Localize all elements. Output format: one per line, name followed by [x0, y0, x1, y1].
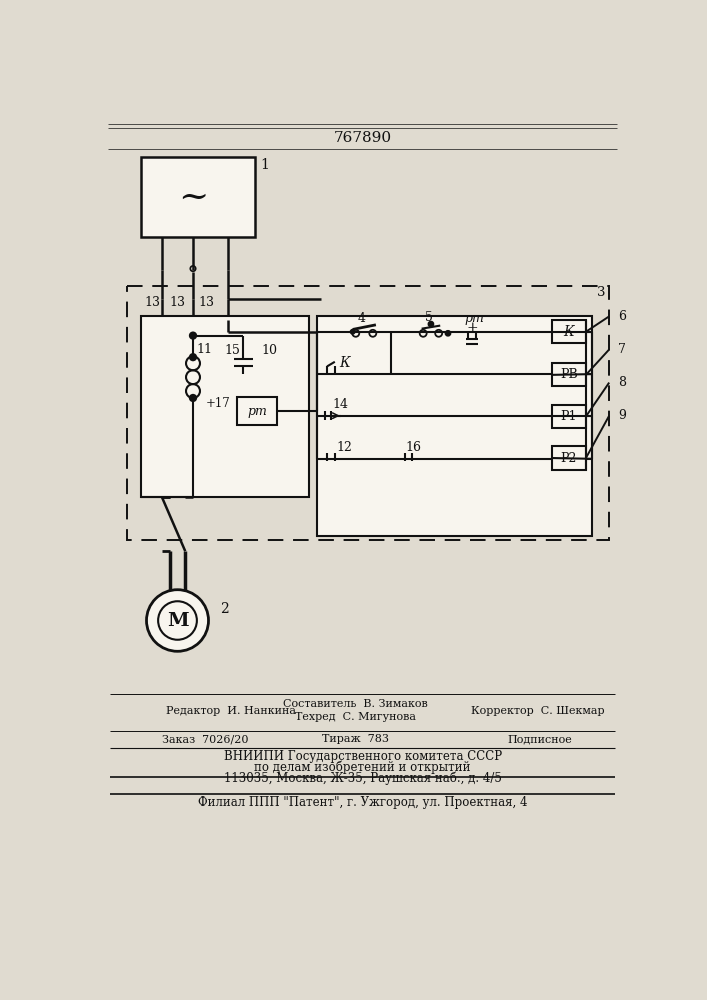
Bar: [552, 363, 586, 386]
Circle shape: [190, 395, 196, 401]
Text: Составитель  В. Зимаков: Составитель В. Зимаков: [284, 699, 428, 709]
Bar: [127, 286, 609, 540]
Text: 113035, Москва, Ж-35, Раушская наб., д. 4/5: 113035, Москва, Ж-35, Раушская наб., д. …: [224, 772, 502, 785]
Bar: [237, 397, 277, 425]
Text: 14: 14: [332, 398, 349, 411]
Text: Редактор  И. Нанкина: Редактор И. Нанкина: [166, 706, 296, 716]
Text: 10: 10: [262, 344, 278, 358]
Text: Р1: Р1: [561, 410, 577, 423]
Text: М: М: [167, 611, 188, 630]
Circle shape: [146, 590, 209, 651]
Text: +: +: [466, 321, 478, 335]
Text: 4: 4: [358, 312, 366, 325]
Text: ВНИИПИ Государственного комитета СССР: ВНИИПИ Государственного комитета СССР: [223, 750, 502, 763]
Text: 9: 9: [619, 409, 626, 422]
Text: Корректор  С. Шекмар: Корректор С. Шекмар: [471, 706, 604, 716]
Text: 767890: 767890: [334, 131, 392, 145]
Bar: [141, 157, 255, 237]
Text: 7: 7: [619, 343, 626, 356]
Circle shape: [190, 333, 196, 339]
Bar: [552, 405, 586, 428]
Text: 2: 2: [220, 602, 228, 616]
Text: 13: 13: [145, 296, 160, 309]
Text: Техред  С. Мигунова: Техред С. Мигунова: [296, 712, 416, 722]
Text: 6: 6: [619, 310, 626, 323]
Text: К: К: [563, 325, 574, 339]
Bar: [552, 320, 586, 343]
Text: Подписное: Подписное: [507, 734, 572, 744]
Text: 12: 12: [337, 441, 352, 454]
Bar: [552, 446, 586, 470]
Text: +17: +17: [206, 397, 231, 410]
Circle shape: [445, 331, 450, 336]
Text: 3: 3: [597, 286, 606, 299]
Text: Р2: Р2: [561, 452, 577, 465]
Text: 5: 5: [426, 311, 433, 324]
Text: 1: 1: [261, 158, 269, 172]
Text: 8: 8: [619, 376, 626, 389]
Text: 15: 15: [225, 344, 240, 358]
Text: 16: 16: [406, 441, 422, 454]
Circle shape: [158, 601, 197, 640]
Text: Филиал ППП "Патент", г. Ужгород, ул. Проектная, 4: Филиал ППП "Патент", г. Ужгород, ул. Про…: [198, 796, 527, 809]
Text: ~: ~: [178, 180, 208, 214]
Text: рт: рт: [247, 405, 267, 418]
Text: 13: 13: [198, 296, 214, 309]
Text: РВ: РВ: [560, 368, 578, 381]
Bar: [141, 316, 309, 497]
Text: 13: 13: [170, 296, 185, 309]
Text: Заказ  7026/20: Заказ 7026/20: [162, 734, 248, 744]
Text: 11: 11: [197, 343, 213, 356]
Circle shape: [190, 354, 196, 360]
Bar: [317, 316, 592, 536]
Text: К: К: [339, 356, 349, 370]
Circle shape: [351, 330, 355, 334]
Text: рт: рт: [464, 312, 484, 325]
Text: по делам изобретений и открытий: по делам изобретений и открытий: [255, 761, 471, 774]
Circle shape: [428, 322, 433, 326]
Text: Тираж  783: Тираж 783: [322, 734, 390, 744]
